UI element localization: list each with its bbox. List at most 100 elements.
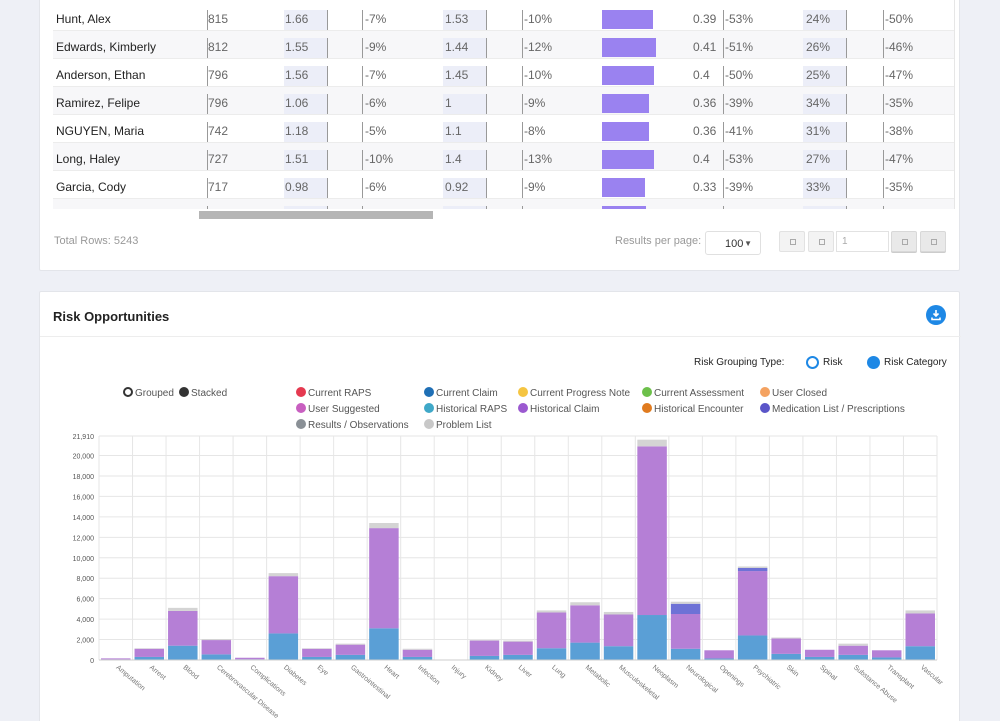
legend-item[interactable]: Results / Observations	[296, 419, 409, 431]
y-tick-label: 6,000	[76, 597, 94, 604]
col-divider	[362, 178, 363, 198]
table-row[interactable]: Edwards, Kimberly 812 1.55 -9% 1.44 -12% 0.41-…	[53, 31, 954, 59]
bar-segment	[503, 640, 533, 642]
table-row[interactable]: Hunt, Alex 815 1.66 -7% 1.53 -10% 0.39 -53% 24% -…	[53, 3, 954, 31]
bar-segment	[503, 641, 533, 655]
risk-category-radio[interactable]	[867, 356, 880, 369]
results-per-page-select[interactable]: 100 ▼	[705, 231, 761, 255]
mini-bar	[803, 122, 847, 142]
first-page-button[interactable]	[779, 231, 805, 252]
x-tick-label: Lung	[550, 664, 567, 679]
legend-item[interactable]: Problem List	[424, 419, 492, 431]
mini-bar	[443, 178, 487, 198]
legend-item[interactable]: Historical RAPS	[424, 403, 507, 415]
cell-value: 1.51	[285, 152, 309, 166]
legend-label: Historical RAPS	[436, 404, 508, 415]
stacked-radio-icon	[179, 387, 189, 397]
col-divider	[883, 10, 884, 30]
cell-value: 0.4	[693, 68, 710, 82]
bar-segment	[201, 654, 232, 660]
col-divider	[362, 122, 363, 142]
legend-item[interactable]: Medication List / Prescriptions	[760, 403, 905, 415]
bar-segment	[871, 650, 902, 658]
col-divider	[207, 66, 208, 86]
table-row[interactable]: Morris, Hailey	[53, 199, 954, 209]
col-divider	[883, 38, 884, 58]
mini-bar	[803, 150, 847, 170]
mini-bar	[443, 66, 487, 86]
cell-value: 0.39	[693, 12, 717, 26]
cell-value: -10%	[524, 12, 553, 26]
results-per-page-label: Results per page:	[615, 235, 702, 247]
col-divider	[207, 178, 208, 198]
grouped-toggle[interactable]: Grouped	[123, 387, 174, 399]
legend-item[interactable]: User Suggested	[296, 403, 380, 415]
bar-segment	[235, 657, 265, 660]
x-tick-label: Cerebrovascular Disease	[215, 664, 280, 720]
stacked-toggle[interactable]: Stacked	[179, 387, 227, 399]
cell-value: -35%	[885, 180, 914, 194]
mini-bar	[443, 94, 487, 114]
legend-color-icon	[518, 403, 528, 413]
risk-bar-chart: 0 2,000 4,000 6,000 8,000 10,000 12,000 14,000 1…	[73, 434, 945, 720]
cell-value: 1.53	[445, 12, 469, 26]
legend-item[interactable]: Historical Encounter	[642, 403, 743, 415]
horizontal-scrollbar[interactable]	[199, 211, 433, 219]
table-row[interactable]: NGUYEN, Maria 742 1.18 -5% 1.1 -8% 0.36 -41% 31%…	[53, 115, 954, 143]
col-divider	[362, 66, 363, 86]
bar-segment	[335, 654, 366, 660]
legend-item[interactable]: Current Assessment	[642, 387, 744, 399]
cell-value: -41%	[725, 124, 754, 138]
bar-segment	[637, 439, 667, 447]
cell-value: -39%	[725, 96, 754, 110]
page-number-input[interactable]: 1	[836, 231, 889, 252]
cell-value: -12%	[524, 40, 553, 54]
legend-label: Historical Claim	[530, 404, 600, 415]
cell-value: 1.66	[285, 12, 309, 26]
y-tick-label: 8,000	[76, 576, 94, 583]
cell-value: -5%	[365, 124, 387, 138]
table-row[interactable]: Ramirez, Felipe 796 1.06 -6% 1 -9% 0.36 -39% 34%…	[53, 87, 954, 115]
cell-value: 727	[208, 152, 229, 166]
cell-value: 0.92	[445, 180, 469, 194]
bar-segment	[737, 635, 768, 660]
bar-segment	[536, 612, 567, 649]
risk-radio[interactable]	[806, 356, 819, 369]
first-page-icon	[790, 239, 796, 245]
cell-value: -13%	[524, 152, 553, 166]
bar-segment	[402, 656, 433, 660]
table-row[interactable]: Garcia, Cody 717 0.98 -6% 0.92 -9% 0.33 -39% 33%…	[53, 171, 954, 199]
bar-segment	[737, 566, 768, 568]
legend-item[interactable]: Current Claim	[424, 387, 498, 399]
next-page-button[interactable]	[891, 231, 917, 252]
legend-color-icon	[642, 387, 652, 397]
patient-name: Morris, Hailey	[56, 199, 129, 209]
col-divider	[522, 122, 523, 142]
table-row[interactable]: Anderson, Ethan 796 1.56 -7% 1.45 -10% 0.4 -50%…	[53, 59, 954, 87]
legend-item[interactable]: Historical Claim	[518, 403, 599, 415]
cell-value: 0.41	[693, 40, 717, 54]
table-row[interactable]: Long, Haley 727 1.51 -10% 1.4 -13% 0.4 -53% 27% -…	[53, 143, 954, 171]
legend-label: User Suggested	[308, 404, 380, 415]
cell-value: -53%	[725, 152, 754, 166]
legend-item[interactable]: Current RAPS	[296, 387, 371, 399]
bar-segment	[402, 648, 433, 650]
mini-bar	[284, 206, 328, 209]
download-button[interactable]	[926, 305, 946, 325]
last-page-button[interactable]	[920, 231, 946, 252]
bar-segment	[737, 571, 768, 636]
cell-value: -8%	[524, 124, 546, 138]
cell-value: -51%	[725, 40, 754, 54]
cell-value: 815	[208, 12, 229, 26]
bar-segment	[469, 640, 500, 641]
legend-item[interactable]: Current Progress Note	[518, 387, 630, 399]
prev-page-button[interactable]	[808, 231, 834, 252]
col-divider	[723, 122, 724, 142]
cell-value: 717	[208, 180, 229, 194]
cell-value: -6%	[365, 96, 387, 110]
risk-header: Risk Opportunities	[40, 292, 961, 337]
bar-segment	[268, 633, 299, 660]
col-divider	[522, 10, 523, 30]
cell-value: -46%	[885, 40, 914, 54]
legend-item[interactable]: User Closed	[760, 387, 827, 399]
